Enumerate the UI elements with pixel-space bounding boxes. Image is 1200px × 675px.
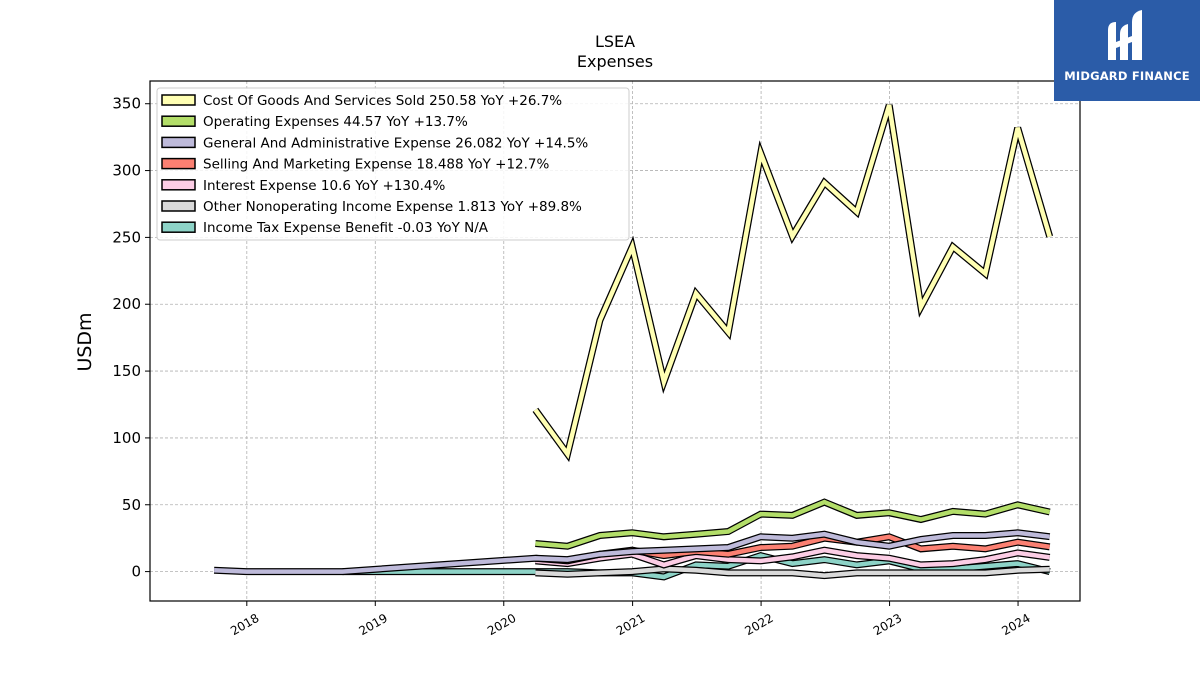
legend-label: Other Nonoperating Income Expense 1.813 …: [203, 199, 582, 215]
series-line: [535, 498, 1051, 550]
legend-label: General And Administrative Expense 26.08…: [203, 135, 588, 151]
x-tick-label: 2024: [999, 611, 1032, 638]
y-tick-label: 200: [112, 295, 141, 313]
legend-swatch: [161, 94, 196, 106]
legend-entry: Cost Of Goods And Services Sold 250.58 Y…: [161, 93, 562, 109]
legend-entry: General And Administrative Expense 26.08…: [161, 135, 588, 151]
legend: Cost Of Goods And Services Sold 250.58 Y…: [156, 87, 630, 241]
plot-frame: [149, 80, 1081, 602]
legend-swatch: [161, 179, 196, 191]
x-tick-label: 2022: [742, 611, 775, 638]
series-line-stroke: [533, 104, 1052, 460]
legend-swatch: [161, 157, 196, 170]
legend-swatch: [161, 221, 196, 233]
series-line: [535, 565, 1050, 580]
legend-label: Cost Of Goods And Services Sold 250.58 Y…: [203, 93, 562, 109]
series-lines: [213, 104, 1054, 581]
legend-box: [156, 87, 630, 241]
series-line: [532, 104, 1054, 463]
legend-label: Operating Expenses 44.57 YoY +13.7%: [203, 114, 468, 130]
y-tick-label: 100: [112, 429, 141, 447]
y-tick-label: 0: [131, 563, 141, 581]
y-tick-label: 150: [112, 362, 141, 380]
series-line: [342, 551, 1051, 581]
legend-label: Interest Expense 10.6 YoY +130.4%: [203, 178, 445, 194]
series-line-stroke: [535, 499, 1051, 549]
series-line: [213, 529, 1051, 576]
legend-entry: Income Tax Expense Benefit -0.03 YoY N/A: [161, 220, 489, 236]
y-axis-ticks: 0 50 100 150 200 250 300 350: [112, 95, 150, 581]
series-line-stroke: [535, 566, 1050, 578]
x-tick-label: 2020: [485, 611, 518, 638]
x-tick-label: 2023: [871, 611, 904, 638]
legend-entry: Selling And Marketing Expense 18.488 YoY…: [161, 157, 549, 173]
series-line-stroke: [214, 530, 1050, 574]
x-axis-ticks: 2018 2019 2020 2021 2022 2023 2024: [228, 601, 1033, 638]
legend-swatch: [161, 200, 196, 212]
y-tick-label: 50: [122, 496, 141, 514]
y-tick-label: 350: [112, 95, 141, 113]
legend-entry: Operating Expenses 44.57 YoY +13.7%: [161, 114, 468, 130]
x-tick-label: 2018: [228, 611, 261, 638]
chart-title: LSEA: [595, 32, 635, 51]
legend-entry: Other Nonoperating Income Expense 1.813 …: [161, 199, 582, 215]
series-line-stroke: [342, 553, 1051, 580]
x-tick-label: 2021: [614, 611, 647, 638]
y-tick-label: 250: [112, 228, 141, 246]
y-axis-label: USDm: [74, 312, 96, 371]
x-tick-label: 2019: [357, 611, 390, 638]
brand-logo: MIDGARD FINANCE: [1054, 0, 1200, 101]
chart-subtitle: Expenses: [577, 52, 653, 71]
y-tick-label: 300: [112, 162, 141, 180]
midgard-finance-logo-icon: [1108, 10, 1142, 60]
legend-swatch: [161, 115, 196, 127]
legend-entry: Interest Expense 10.6 YoY +130.4%: [161, 178, 445, 194]
legend-label: Income Tax Expense Benefit -0.03 YoY N/A: [203, 220, 489, 236]
brand-name: MIDGARD FINANCE: [1064, 69, 1190, 83]
legend-label: Selling And Marketing Expense 18.488 YoY…: [203, 157, 549, 173]
legend-swatch: [161, 136, 196, 149]
